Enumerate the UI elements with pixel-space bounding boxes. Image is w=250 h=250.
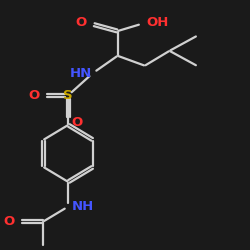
Text: OH: OH	[146, 16, 169, 29]
Text: O: O	[72, 116, 83, 129]
Text: NH: NH	[72, 200, 94, 213]
Text: O: O	[28, 89, 40, 102]
Text: S: S	[63, 89, 73, 102]
Text: O: O	[76, 16, 87, 29]
Text: O: O	[4, 215, 15, 228]
Text: HN: HN	[70, 66, 92, 80]
